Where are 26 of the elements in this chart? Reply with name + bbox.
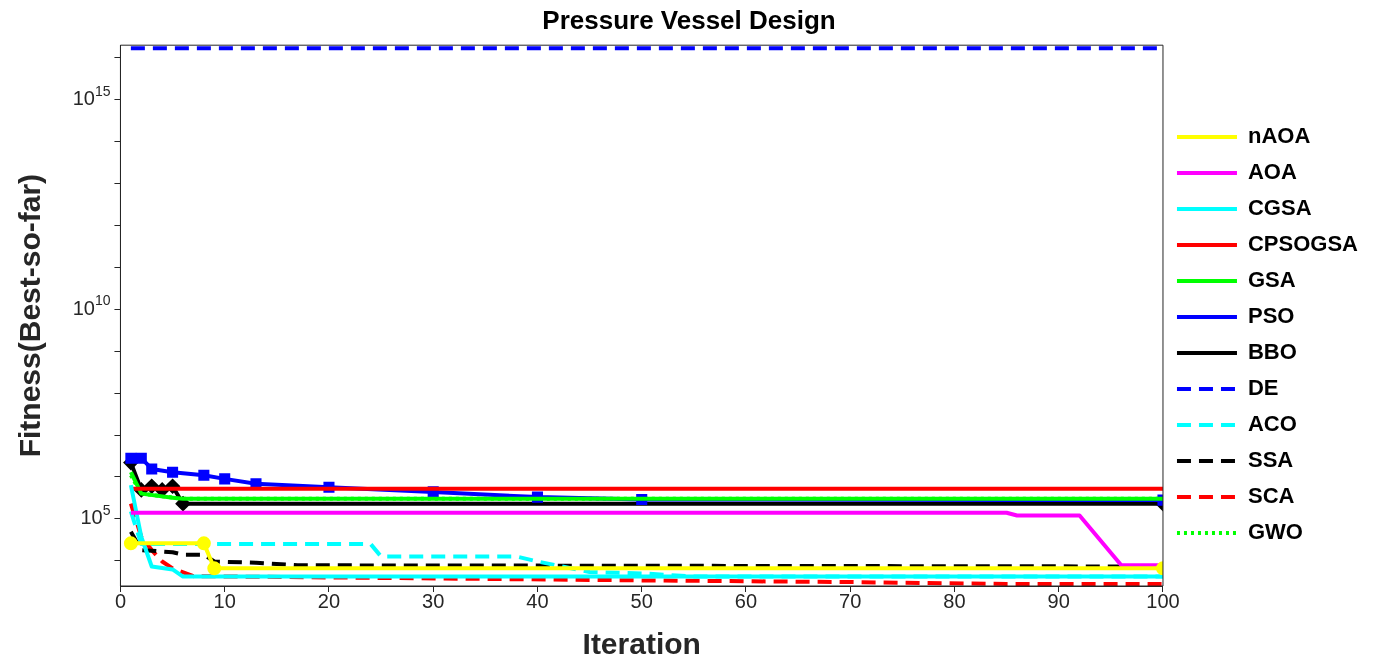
x-tick-label: 60 xyxy=(734,589,758,612)
legend-label: nAOA xyxy=(1247,123,1311,149)
x-tick-label: 40 xyxy=(526,589,549,612)
legend-label: PSO xyxy=(1247,303,1295,329)
x-tick-label: 30 xyxy=(422,589,445,612)
x-tick-label: 80 xyxy=(943,589,966,612)
chart-title: Pressure Vessel Design xyxy=(542,4,836,35)
legend-label: DE xyxy=(1247,375,1279,401)
legend-label: GWO xyxy=(1247,519,1303,545)
legend-label: SCA xyxy=(1247,483,1295,509)
legend-label: AOA xyxy=(1247,159,1297,185)
legend-label: ACO xyxy=(1247,411,1297,437)
legend-label: CPSOGSA xyxy=(1247,231,1359,257)
x-tick-label: 100 xyxy=(1146,589,1180,612)
legend-label: BBO xyxy=(1247,339,1297,365)
y-axis-title: Fitness(Best-so-far) xyxy=(13,173,47,458)
x-tick-label: 90 xyxy=(1047,589,1070,612)
legend-label: GSA xyxy=(1247,267,1296,293)
x-tick-label: 20 xyxy=(317,589,341,612)
legend-label: SSA xyxy=(1247,447,1294,473)
legend-label: CGSA xyxy=(1247,195,1312,221)
x-tick-label: 50 xyxy=(630,589,653,612)
x-axis-title: Iteration xyxy=(582,627,701,661)
x-tick-label: 10 xyxy=(213,589,236,612)
x-tick-label: 70 xyxy=(839,589,862,612)
x-tick-label: 0 xyxy=(114,589,127,612)
